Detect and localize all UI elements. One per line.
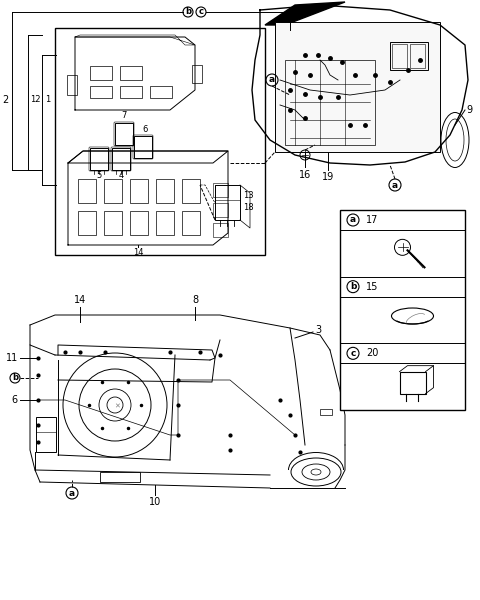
Bar bbox=[130, 211, 148, 235]
Text: b: b bbox=[12, 373, 18, 383]
Bar bbox=[392, 44, 407, 68]
Bar bbox=[213, 183, 228, 197]
Text: 11: 11 bbox=[6, 353, 18, 363]
Text: a: a bbox=[69, 488, 75, 497]
Bar bbox=[67, 75, 77, 95]
Bar bbox=[213, 203, 228, 217]
Text: 12: 12 bbox=[30, 95, 40, 104]
Text: c: c bbox=[350, 349, 356, 358]
Text: b: b bbox=[350, 282, 356, 291]
Bar bbox=[410, 44, 425, 68]
Bar bbox=[78, 211, 96, 235]
Text: 1: 1 bbox=[46, 95, 50, 104]
Text: 9: 9 bbox=[466, 105, 472, 115]
Bar bbox=[215, 185, 240, 220]
Bar bbox=[90, 148, 108, 170]
Bar bbox=[104, 179, 122, 203]
Bar bbox=[90, 86, 112, 98]
Bar bbox=[115, 123, 133, 145]
Text: 18: 18 bbox=[243, 203, 253, 212]
Bar bbox=[285, 60, 375, 145]
Text: 17: 17 bbox=[366, 215, 378, 225]
Bar bbox=[100, 472, 140, 482]
Text: 16: 16 bbox=[299, 170, 311, 180]
Text: a: a bbox=[350, 215, 356, 224]
Text: 4: 4 bbox=[119, 171, 124, 180]
Text: 19: 19 bbox=[322, 172, 334, 182]
Bar bbox=[112, 148, 130, 170]
Text: a: a bbox=[269, 76, 275, 85]
Text: 2: 2 bbox=[2, 95, 8, 105]
Text: a: a bbox=[392, 181, 398, 190]
Bar bbox=[90, 66, 112, 80]
Bar bbox=[120, 66, 142, 80]
Bar bbox=[182, 211, 200, 235]
Text: 20: 20 bbox=[366, 349, 378, 358]
Bar bbox=[130, 179, 148, 203]
Text: 5: 5 bbox=[96, 171, 102, 180]
Bar bbox=[340, 210, 465, 410]
Polygon shape bbox=[265, 2, 345, 25]
Text: 6: 6 bbox=[12, 395, 18, 405]
Bar bbox=[192, 65, 202, 83]
Bar bbox=[182, 179, 200, 203]
Bar bbox=[156, 211, 174, 235]
Text: c: c bbox=[199, 7, 204, 16]
Bar bbox=[120, 86, 142, 98]
Bar bbox=[36, 417, 56, 452]
Text: 14: 14 bbox=[133, 248, 143, 257]
Bar bbox=[134, 136, 152, 158]
Text: 7: 7 bbox=[121, 111, 127, 120]
Bar bbox=[55, 28, 265, 255]
Bar bbox=[390, 42, 428, 70]
Bar bbox=[104, 211, 122, 235]
Bar bbox=[78, 179, 96, 203]
Text: 6: 6 bbox=[142, 125, 148, 134]
Bar bbox=[399, 371, 425, 394]
Text: 15: 15 bbox=[366, 281, 378, 292]
Text: 10: 10 bbox=[149, 497, 161, 507]
Bar bbox=[275, 22, 440, 152]
Text: 13: 13 bbox=[243, 191, 253, 199]
Text: 8: 8 bbox=[192, 295, 198, 305]
Bar bbox=[213, 223, 228, 237]
Text: 14: 14 bbox=[74, 295, 86, 305]
Text: ✕: ✕ bbox=[114, 404, 120, 410]
Bar bbox=[320, 409, 332, 415]
Text: b: b bbox=[185, 7, 191, 16]
Bar bbox=[156, 179, 174, 203]
Text: 3: 3 bbox=[315, 325, 321, 335]
Bar bbox=[150, 86, 172, 98]
